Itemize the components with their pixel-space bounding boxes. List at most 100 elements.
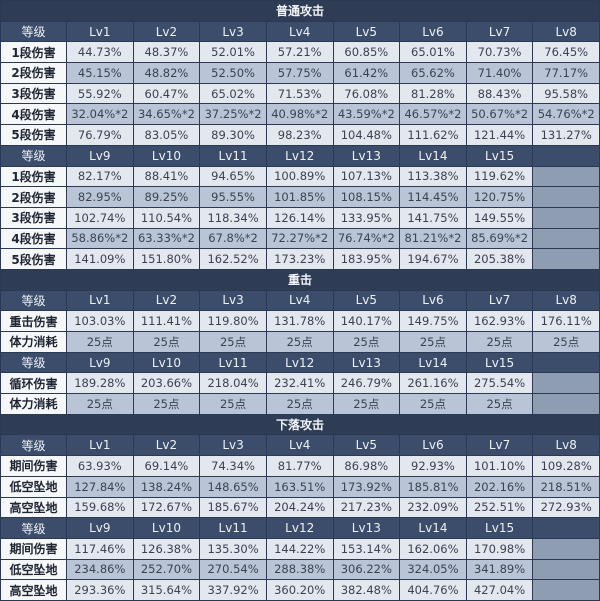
value-cell: 37.25%*2: [199, 103, 267, 126]
value-cell: 162.06%: [399, 537, 467, 560]
value-cell: 121.44%: [465, 124, 534, 146]
value-cell: 202.16%: [465, 475, 534, 498]
value-cell: 173.23%: [265, 248, 334, 270]
row-label: 1段伤害: [0, 41, 67, 64]
level-label-header: 等级: [0, 20, 67, 43]
value-cell: 246.79%: [332, 372, 401, 395]
value-cell: 81.21%*2: [399, 227, 467, 250]
value-cell: 25点: [199, 393, 267, 415]
level-header-cell: Lv3: [199, 289, 267, 312]
table-row: 低空坠地 234.86% 252.70% 270.54% 288.38% 306.22% 3…: [0, 558, 600, 581]
value-cell: 108.15%: [332, 186, 401, 208]
value-cell: 104.48%: [332, 124, 401, 146]
value-cell: 149.75%: [399, 310, 467, 332]
level-header-row: 等级 Lv9 Lv10 Lv11 Lv12 Lv13 Lv14 Lv15: [0, 351, 600, 374]
level-header-cell: Lv2: [132, 289, 201, 312]
value-cell: 113.38%: [399, 165, 467, 188]
table-row: 体力消耗 25点 25点 25点 25点 25点 25点 25点 25点: [0, 331, 600, 353]
value-cell: 232.41%: [265, 372, 334, 395]
value-cell: 63.33%*2: [132, 227, 201, 250]
value-cell: 65.01%: [399, 41, 467, 64]
level-header-cell: Lv13: [332, 351, 401, 374]
value-cell: 183.95%: [332, 248, 401, 270]
level-header-cell: Lv11: [199, 351, 267, 374]
level-header-cell: Lv15: [465, 351, 534, 374]
level-label-header: 等级: [0, 144, 67, 167]
value-cell: 102.74%: [66, 206, 134, 229]
value-cell: 71.40%: [465, 62, 534, 84]
value-cell: 234.86%: [66, 558, 134, 581]
value-cell: 61.42%: [332, 62, 401, 84]
level-header-cell: Lv14: [399, 144, 467, 167]
section-title-row: 普通攻击: [0, 0, 600, 22]
table-row: 重击伤害 103.03% 111.41% 119.80% 131.78% 140.17% 1…: [0, 310, 600, 332]
value-cell: 252.70%: [132, 558, 201, 581]
table-row: 4段伤害 32.04%*2 34.65%*2 37.25%*2 40.98%*2 43.5…: [0, 103, 600, 126]
table-row: 期间伤害 63.93% 69.14% 74.34% 81.77% 86.98% 92.93%…: [0, 455, 600, 477]
value-cell: [532, 206, 600, 229]
level-header-row: 等级 Lv9 Lv10 Lv11 Lv12 Lv13 Lv14 Lv15: [0, 517, 600, 539]
level-header-cell: Lv1: [66, 20, 134, 43]
level-header-cell: Lv5: [332, 434, 401, 457]
value-cell: 163.51%: [265, 475, 334, 498]
value-cell: 107.13%: [332, 165, 401, 188]
table-row: 高空坠地 293.36% 315.64% 337.92% 360.20% 382.48% 4…: [0, 579, 600, 601]
value-cell: 69.14%: [132, 455, 201, 477]
value-cell: 50.67%*2: [465, 103, 534, 126]
value-cell: 144.22%: [265, 537, 334, 560]
value-cell: 70.73%: [465, 41, 534, 64]
level-header-cell: Lv7: [465, 289, 534, 312]
value-cell: 341.89%: [465, 558, 534, 581]
section-title-row: 下落攻击: [0, 413, 600, 436]
value-cell: 204.24%: [265, 496, 334, 519]
value-cell: 153.14%: [332, 537, 401, 560]
value-cell: 151.80%: [132, 248, 201, 270]
level-header-cell: Lv3: [199, 20, 267, 43]
value-cell: [532, 393, 600, 415]
value-cell: 88.43%: [465, 82, 534, 105]
row-label: 高空坠地: [0, 579, 67, 601]
value-cell: 275.54%: [465, 372, 534, 395]
level-header-cell: Lv7: [465, 20, 534, 43]
value-cell: 58.86%*2: [66, 227, 134, 250]
level-header-cell: Lv6: [399, 434, 467, 457]
value-cell: 141.09%: [66, 248, 134, 270]
row-label: 期间伤害: [0, 455, 67, 477]
level-label-header: 等级: [0, 434, 67, 457]
table-row: 1段伤害 82.17% 88.41% 94.65% 100.89% 107.13% 113.…: [0, 165, 600, 188]
table-row: 高空坠地 159.68% 172.67% 185.67% 204.24% 217.23% 2…: [0, 496, 600, 519]
value-cell: 76.74%*2: [332, 227, 401, 250]
value-cell: 92.93%: [399, 455, 467, 477]
table-row: 2段伤害 82.95% 89.25% 95.55% 101.85% 108.15% 114.…: [0, 186, 600, 208]
value-cell: 162.52%: [199, 248, 267, 270]
level-header-cell: Lv12: [265, 351, 334, 374]
row-label: 4段伤害: [0, 103, 67, 126]
value-cell: 185.81%: [399, 475, 467, 498]
value-cell: 118.34%: [199, 206, 267, 229]
value-cell: 218.51%: [532, 475, 600, 498]
value-cell: 288.38%: [265, 558, 334, 581]
value-cell: 55.92%: [66, 82, 134, 105]
value-cell: 162.93%: [465, 310, 534, 332]
value-cell: 76.08%: [332, 82, 401, 105]
value-cell: 176.11%: [532, 310, 600, 332]
value-cell: 40.98%*2: [265, 103, 334, 126]
level-label-header: 等级: [0, 517, 67, 539]
value-cell: 427.04%: [465, 579, 534, 601]
value-cell: 140.17%: [332, 310, 401, 332]
section-title: 普通攻击: [0, 0, 600, 22]
value-cell: 46.57%*2: [399, 103, 467, 126]
value-cell: 120.75%: [465, 186, 534, 208]
value-cell: 44.73%: [66, 41, 134, 64]
level-header-cell: Lv10: [132, 517, 201, 539]
value-cell: 126.14%: [265, 206, 334, 229]
table-row: 循环伤害 189.28% 203.66% 218.04% 232.41% 246.79% 2…: [0, 372, 600, 395]
value-cell: 337.92%: [199, 579, 267, 601]
row-label: 低空坠地: [0, 558, 67, 581]
value-cell: 189.28%: [66, 372, 134, 395]
value-cell: 114.45%: [399, 186, 467, 208]
row-label: 5段伤害: [0, 248, 67, 270]
value-cell: 32.04%*2: [66, 103, 134, 126]
level-header-cell: Lv10: [132, 144, 201, 167]
level-header-cell: Lv10: [132, 351, 201, 374]
